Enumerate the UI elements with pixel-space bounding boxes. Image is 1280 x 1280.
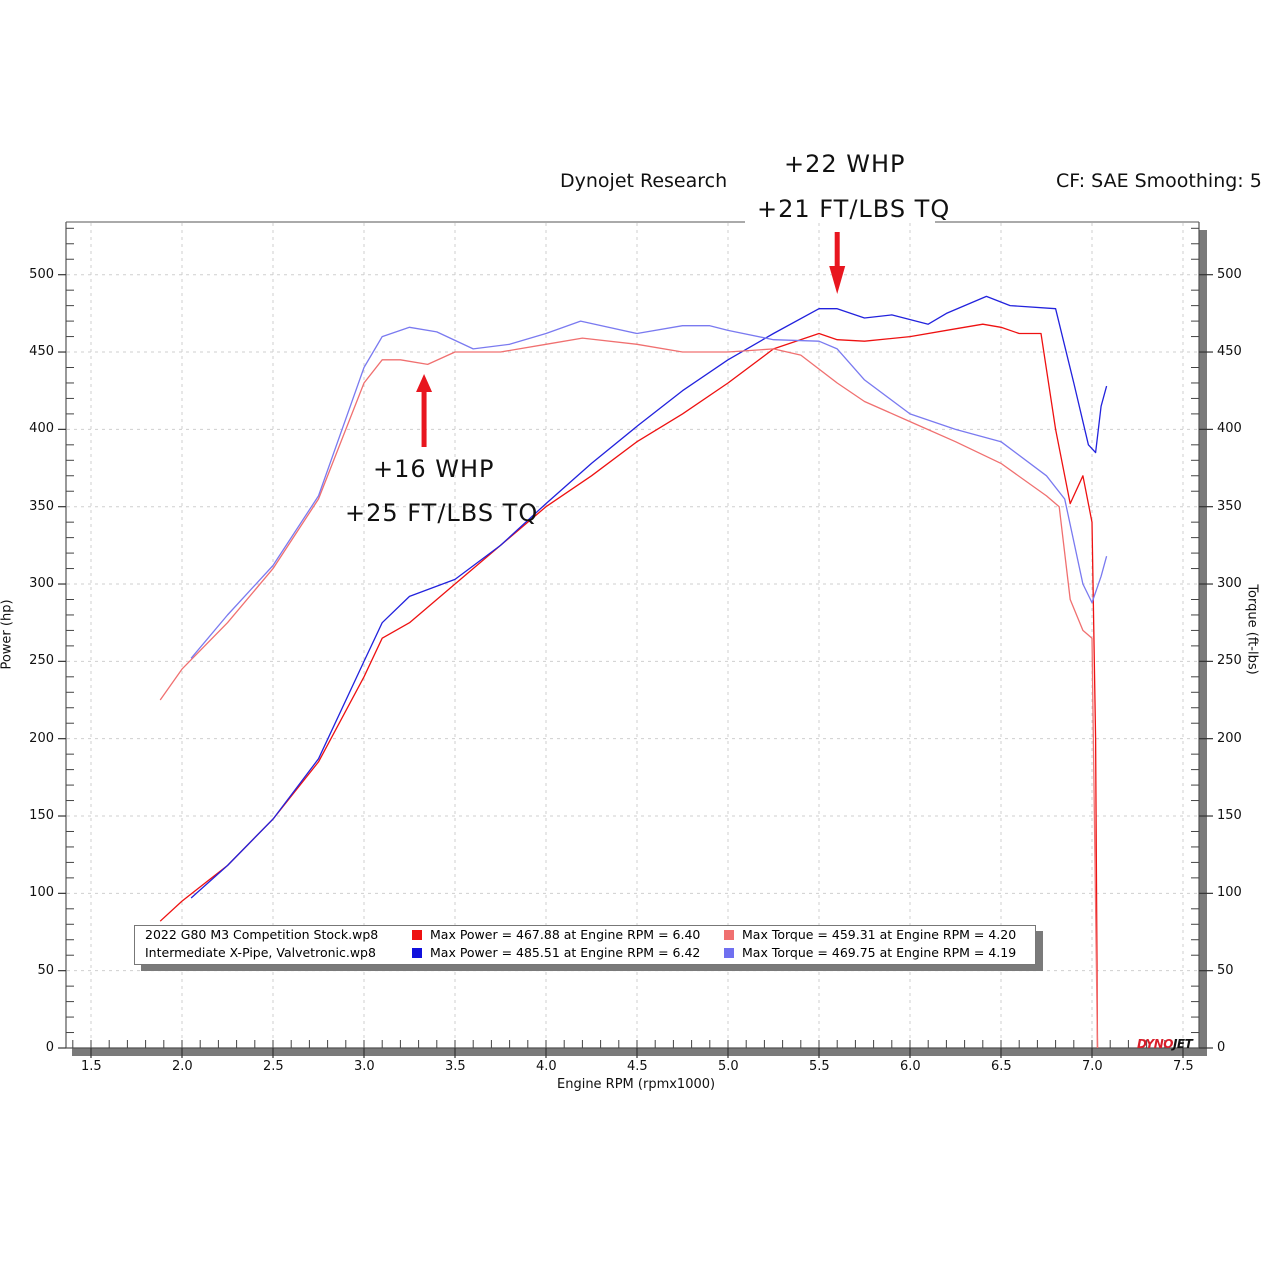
y2-axis-label: Torque (ft-lbs) xyxy=(1244,584,1260,675)
legend-stock-power: Max Power = 467.88 at Engine RPM = 6.40 xyxy=(430,927,701,942)
series-line-2 xyxy=(159,337,1099,1049)
y-tick-label: 300 xyxy=(29,576,54,592)
dynojet-logo: DYNOJET xyxy=(1137,1037,1193,1051)
x-tick-label: 7.5 xyxy=(1173,1059,1194,1074)
y-tick-label: 50 xyxy=(37,962,54,978)
y2-tick-label: 50 xyxy=(1217,962,1234,978)
y-tick-label: 250 xyxy=(29,653,54,669)
annotation-top-tq: +21 FT/LBS TQ xyxy=(757,195,951,223)
y-tick-label: 500 xyxy=(29,266,54,282)
grid xyxy=(67,223,1198,1047)
series-line-1 xyxy=(190,295,1108,899)
legend-swatch-stock-torque xyxy=(724,930,734,940)
x-tick-label: 4.5 xyxy=(627,1059,648,1074)
smoothing-label: CF: SAE Smoothing: 5 xyxy=(1056,170,1262,192)
x-tick-label: 5.0 xyxy=(718,1059,739,1074)
y-tick-label: 350 xyxy=(29,498,54,514)
data-series xyxy=(159,295,1108,1049)
legend-tuned-torque: Max Torque = 469.75 at Engine RPM = 4.19 xyxy=(742,945,1017,960)
legend-row-tuned: Intermediate X-Pipe, Valvetronic.wp8 Max… xyxy=(145,944,1025,962)
y2-tick-label: 0 xyxy=(1217,1040,1226,1055)
y2-tick-label: 150 xyxy=(1217,808,1242,823)
legend-swatch-stock-power xyxy=(412,930,422,940)
y2-tick-label: 400 xyxy=(1217,421,1242,437)
y-tick-label: 0 xyxy=(45,1040,54,1055)
x-tick-label: 6.0 xyxy=(900,1059,921,1074)
series-line-3 xyxy=(190,320,1108,659)
x-axis-label: Engine RPM (rpmx1000) xyxy=(557,1077,716,1092)
x-tick-label: 2.0 xyxy=(172,1059,193,1074)
legend-stock-torque: Max Torque = 459.31 at Engine RPM = 4.20 xyxy=(742,927,1017,942)
bottom-axis-shadow xyxy=(72,1048,1207,1056)
y2-tick-label: 500 xyxy=(1217,266,1242,282)
axis-ticks xyxy=(58,227,1213,1058)
right-axis-shadow xyxy=(1199,230,1207,1056)
logo-jet: JET xyxy=(1172,1037,1193,1051)
y-tick-label: 200 xyxy=(29,730,54,746)
x-tick-label: 1.5 xyxy=(81,1059,102,1074)
annotation-arrows xyxy=(416,232,846,447)
y2-tick-label: 350 xyxy=(1217,498,1242,514)
y2-tick-label: 450 xyxy=(1217,344,1242,360)
legend-file-stock: 2022 G80 M3 Competition Stock.wp8 xyxy=(145,927,379,942)
legend-file-tuned: Intermediate X-Pipe, Valvetronic.wp8 xyxy=(145,945,376,960)
y-tick-label: 400 xyxy=(29,421,54,437)
y2-tick-label: 200 xyxy=(1217,730,1242,746)
x-tick-label: 5.5 xyxy=(809,1059,830,1074)
x-tick-label: 2.5 xyxy=(263,1059,284,1074)
x-tick-label: 3.0 xyxy=(354,1059,375,1074)
annotation-top-whp: +22 WHP xyxy=(784,150,906,178)
y-tick-label: 450 xyxy=(29,344,54,360)
y2-tick-label: 300 xyxy=(1217,576,1242,592)
x-tick-label: 3.5 xyxy=(445,1059,466,1074)
y2-tick-label: 250 xyxy=(1217,653,1242,669)
annotation-mid-whp: +16 WHP xyxy=(373,455,495,483)
legend-tuned-power: Max Power = 485.51 at Engine RPM = 6.42 xyxy=(430,945,701,960)
y2-tick-label: 100 xyxy=(1217,885,1242,901)
x-tick-label: 7.0 xyxy=(1082,1059,1103,1074)
legend: 2022 G80 M3 Competition Stock.wp8 Max Po… xyxy=(134,925,1036,965)
legend-swatch-tuned-torque xyxy=(724,948,734,958)
y-tick-label: 100 xyxy=(29,885,54,901)
annotation-mid-tq: +25 FT/LBS TQ xyxy=(345,499,539,527)
x-tick-label: 4.0 xyxy=(536,1059,557,1074)
chart-title: Dynojet Research xyxy=(560,170,728,192)
logo-dyno: DYNO xyxy=(1137,1037,1173,1051)
y-axis-label: Power (hp) xyxy=(0,599,15,670)
y-tick-label: 150 xyxy=(29,808,54,823)
legend-row-stock: 2022 G80 M3 Competition Stock.wp8 Max Po… xyxy=(145,926,1025,944)
legend-swatch-tuned-power xyxy=(412,948,422,958)
x-tick-label: 6.5 xyxy=(991,1059,1012,1074)
